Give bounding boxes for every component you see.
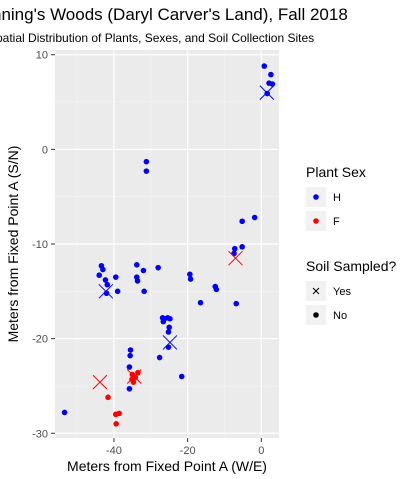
y-tick-label: 10 (36, 50, 48, 62)
point (61, 409, 68, 416)
point (264, 90, 271, 97)
point (213, 286, 220, 293)
point (113, 421, 119, 427)
point (239, 218, 245, 225)
legend-dot-icon (313, 194, 319, 200)
point (102, 277, 109, 283)
grid-lines (55, 50, 279, 438)
point (155, 264, 161, 271)
point (134, 278, 141, 284)
point (130, 379, 137, 385)
point (165, 329, 172, 335)
point (166, 324, 173, 331)
point (239, 244, 245, 250)
point (187, 271, 193, 278)
sex-legend-label: H (333, 192, 341, 204)
x-axis-title: Meters from Fixed Point A (W/E) (67, 458, 267, 474)
point (197, 299, 204, 306)
point (269, 81, 276, 87)
point (132, 374, 139, 381)
y-axis-title: Meters from Fixed Point A (S/N) (5, 146, 21, 343)
point (143, 168, 150, 174)
sex-legend-label: F (333, 216, 340, 228)
point (143, 158, 150, 165)
point (126, 364, 133, 370)
chart-title-text: nning's Woods (Daryl Carver's Land), Fal… (0, 5, 348, 24)
point (116, 410, 122, 417)
point (135, 369, 141, 376)
point-soil-sampled (92, 374, 108, 390)
point (105, 394, 111, 401)
point (100, 266, 106, 273)
point (165, 344, 172, 350)
point (233, 300, 240, 307)
point-soil-sampled (162, 335, 178, 350)
chart-subtitle-text: patial Distribution of Plants, Sexes, an… (0, 31, 315, 45)
legend-dot-icon (313, 218, 319, 224)
point-soil-sampled (228, 250, 243, 266)
point (126, 385, 133, 392)
point (114, 288, 121, 295)
y-tick-label: 0 (42, 144, 48, 156)
y-tick-label: -10 (32, 239, 48, 251)
legend: Plant Sex HF Soil Sampled? Yes No (306, 164, 396, 325)
soil-legend-title: Soil Sampled? (306, 258, 396, 274)
point (140, 267, 147, 274)
x-tick-label: -40 (106, 445, 122, 457)
x-tick-label: -20 (180, 445, 196, 457)
point (103, 290, 110, 297)
axes: -40 -20 0 10 0 -10 -20 -30 (32, 50, 264, 457)
point (178, 373, 185, 380)
y-tick-label: -20 (32, 334, 48, 346)
point (167, 315, 173, 322)
point (104, 281, 111, 288)
legend-cross-icon (312, 287, 320, 295)
point (96, 272, 103, 279)
cross-stroke (92, 374, 108, 390)
point (127, 347, 134, 353)
sex-legend-title: Plant Sex (306, 164, 366, 180)
legend-dot-icon (313, 312, 319, 318)
point (160, 318, 167, 325)
data-points (61, 63, 276, 427)
x-tick-label: 0 (258, 445, 264, 457)
cross-stroke (228, 250, 243, 266)
cross-stroke (162, 335, 178, 350)
point (231, 245, 238, 252)
point (127, 352, 133, 359)
y-tick-label: -30 (32, 428, 48, 440)
point (156, 354, 163, 361)
point (261, 63, 268, 69)
point (112, 274, 119, 280)
point (251, 214, 258, 221)
point (141, 288, 147, 295)
point (133, 262, 140, 268)
point (268, 71, 274, 78)
soil-legend-label: No (333, 310, 347, 322)
point (187, 276, 194, 282)
soil-legend-label: Yes (333, 286, 351, 298)
